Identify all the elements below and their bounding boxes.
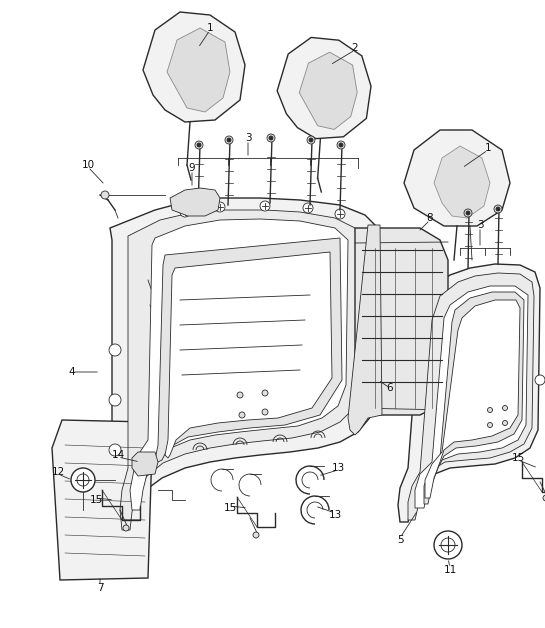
Circle shape <box>225 136 233 144</box>
Text: 1: 1 <box>485 143 491 153</box>
Circle shape <box>262 390 268 396</box>
Polygon shape <box>434 146 490 218</box>
Text: 10: 10 <box>81 160 95 170</box>
Polygon shape <box>424 292 524 504</box>
Circle shape <box>109 344 121 356</box>
Circle shape <box>502 421 507 426</box>
Text: 15: 15 <box>89 495 102 505</box>
Circle shape <box>253 532 259 538</box>
Text: 6: 6 <box>387 383 393 393</box>
Polygon shape <box>348 225 382 435</box>
Circle shape <box>262 409 268 415</box>
Polygon shape <box>132 452 158 476</box>
Circle shape <box>494 205 502 213</box>
Circle shape <box>466 211 470 215</box>
Polygon shape <box>404 130 510 226</box>
Text: 12: 12 <box>51 467 65 477</box>
Polygon shape <box>170 188 220 216</box>
Circle shape <box>267 134 275 142</box>
Circle shape <box>215 202 225 212</box>
Circle shape <box>434 531 462 559</box>
Text: 3: 3 <box>245 133 251 143</box>
Circle shape <box>71 468 95 492</box>
Circle shape <box>309 138 313 142</box>
Circle shape <box>109 444 121 456</box>
Circle shape <box>337 141 345 149</box>
Text: 11: 11 <box>444 565 457 575</box>
Polygon shape <box>120 210 362 530</box>
Circle shape <box>441 538 455 552</box>
Polygon shape <box>98 198 380 550</box>
Circle shape <box>303 203 313 213</box>
Polygon shape <box>165 252 332 458</box>
Circle shape <box>335 209 345 219</box>
Text: 9: 9 <box>189 163 195 173</box>
Text: 15: 15 <box>223 503 237 513</box>
Circle shape <box>109 394 121 406</box>
Text: 3: 3 <box>477 220 483 230</box>
Circle shape <box>195 141 203 149</box>
Text: 13: 13 <box>329 510 342 520</box>
Circle shape <box>339 143 343 147</box>
Text: 5: 5 <box>397 535 403 545</box>
Text: 4: 4 <box>69 367 75 377</box>
Circle shape <box>123 525 129 531</box>
Polygon shape <box>167 28 230 112</box>
Text: 14: 14 <box>111 450 125 460</box>
Text: 13: 13 <box>331 463 344 473</box>
Circle shape <box>496 207 500 211</box>
Polygon shape <box>355 228 448 415</box>
Polygon shape <box>398 264 540 522</box>
Circle shape <box>180 207 190 217</box>
Text: 8: 8 <box>427 213 433 223</box>
Circle shape <box>464 209 472 217</box>
Circle shape <box>535 375 545 385</box>
Polygon shape <box>277 38 371 139</box>
Polygon shape <box>155 238 342 462</box>
Polygon shape <box>408 273 534 520</box>
Polygon shape <box>299 52 357 129</box>
Text: 15: 15 <box>511 453 525 463</box>
Circle shape <box>307 136 315 144</box>
Circle shape <box>77 474 89 486</box>
Circle shape <box>239 412 245 418</box>
Circle shape <box>269 136 273 140</box>
Polygon shape <box>425 300 520 498</box>
Circle shape <box>237 392 243 398</box>
Polygon shape <box>52 420 152 580</box>
Text: 7: 7 <box>96 583 104 593</box>
Circle shape <box>227 138 231 142</box>
Text: 2: 2 <box>352 43 358 53</box>
Circle shape <box>502 406 507 411</box>
Circle shape <box>543 495 545 501</box>
Polygon shape <box>130 219 348 510</box>
Text: 1: 1 <box>207 23 213 33</box>
Circle shape <box>197 143 201 147</box>
Circle shape <box>101 191 109 199</box>
Polygon shape <box>415 286 528 508</box>
Polygon shape <box>143 12 245 122</box>
Circle shape <box>260 201 270 211</box>
Circle shape <box>487 408 493 413</box>
Circle shape <box>487 423 493 428</box>
